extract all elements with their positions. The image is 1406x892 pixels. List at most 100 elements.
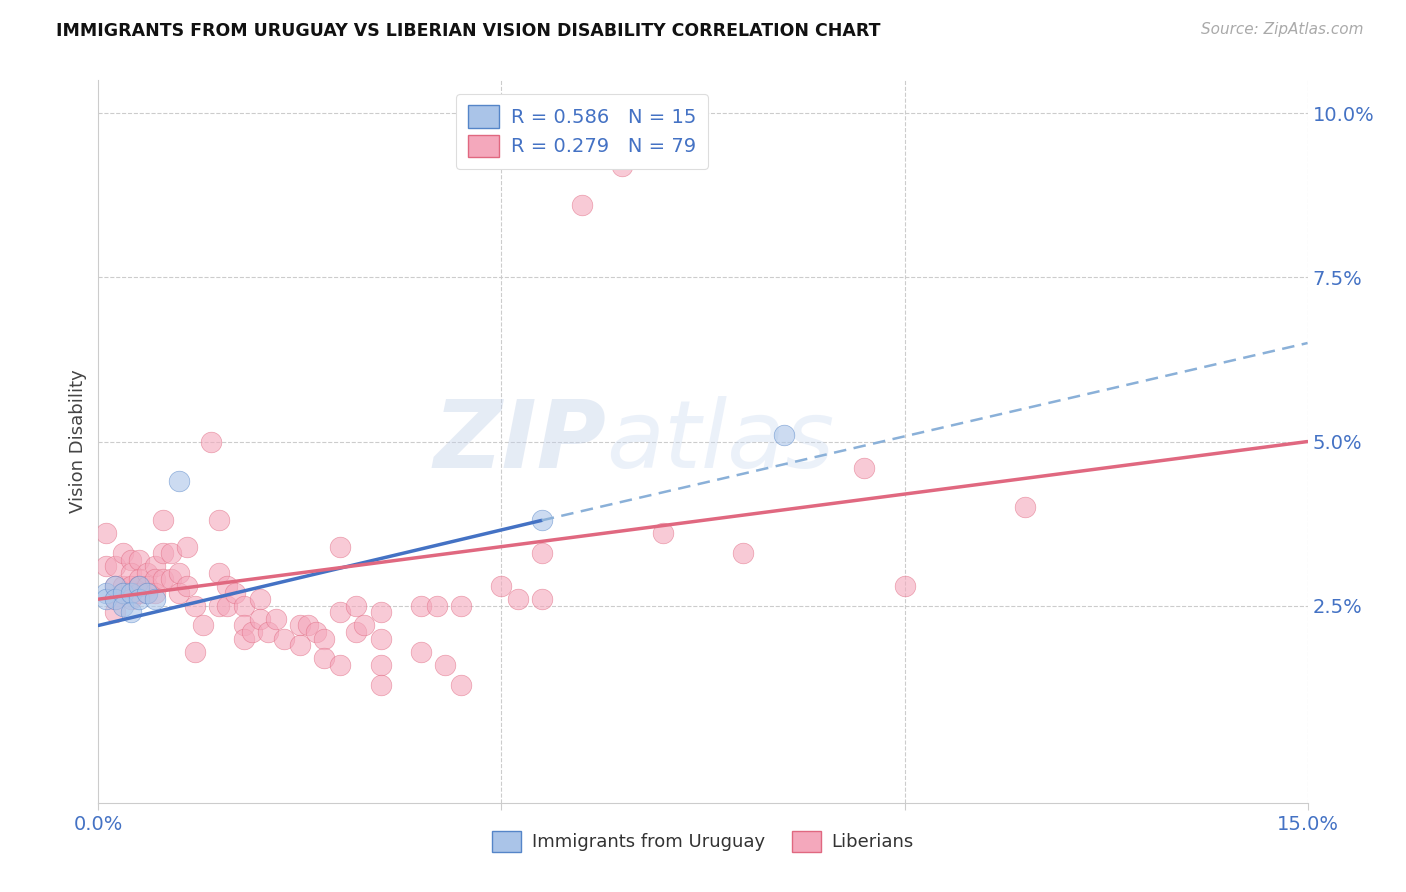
Point: [128, 592, 150, 607]
Point: [224, 585, 246, 599]
Point: [160, 573, 183, 587]
Point: [772, 428, 794, 442]
Point: [103, 579, 125, 593]
Legend: Immigrants from Uruguay, Liberians: Immigrants from Uruguay, Liberians: [485, 823, 921, 859]
Point: [450, 677, 472, 691]
Point: [135, 566, 157, 580]
Point: [128, 573, 150, 587]
Point: [160, 546, 183, 560]
Point: [530, 592, 553, 607]
Point: [249, 592, 271, 607]
Point: [217, 599, 239, 613]
Point: [409, 645, 432, 659]
Point: [297, 618, 319, 632]
Point: [200, 434, 222, 449]
Point: [111, 585, 134, 599]
Point: [506, 592, 529, 607]
Point: [167, 585, 190, 599]
Point: [143, 559, 166, 574]
Point: [305, 625, 328, 640]
Point: [288, 638, 311, 652]
Point: [167, 474, 190, 488]
Point: [530, 513, 553, 527]
Point: [344, 625, 367, 640]
Point: [120, 585, 142, 599]
Point: [103, 592, 125, 607]
Text: atlas: atlas: [606, 396, 835, 487]
Point: [370, 657, 392, 672]
Point: [240, 625, 263, 640]
Point: [273, 632, 295, 646]
Point: [143, 592, 166, 607]
Point: [329, 657, 352, 672]
Point: [152, 573, 174, 587]
Point: [193, 618, 215, 632]
Point: [120, 553, 142, 567]
Point: [264, 612, 287, 626]
Point: [135, 579, 157, 593]
Point: [893, 579, 915, 593]
Point: [111, 585, 134, 599]
Point: [128, 579, 150, 593]
Point: [135, 585, 157, 599]
Point: [103, 559, 125, 574]
Point: [1014, 500, 1036, 515]
Point: [96, 592, 118, 607]
Point: [409, 599, 432, 613]
Text: ZIP: ZIP: [433, 395, 606, 488]
Point: [120, 592, 142, 607]
Point: [370, 677, 392, 691]
Text: Source: ZipAtlas.com: Source: ZipAtlas.com: [1201, 22, 1364, 37]
Point: [111, 546, 134, 560]
Point: [167, 566, 190, 580]
Point: [184, 645, 207, 659]
Point: [208, 599, 231, 613]
Point: [176, 540, 198, 554]
Point: [96, 585, 118, 599]
Point: [103, 605, 125, 619]
Point: [370, 605, 392, 619]
Point: [370, 632, 392, 646]
Point: [96, 526, 118, 541]
Point: [853, 460, 876, 475]
Point: [353, 618, 375, 632]
Point: [111, 599, 134, 613]
Point: [120, 566, 142, 580]
Point: [344, 599, 367, 613]
Point: [314, 632, 336, 646]
Point: [152, 513, 174, 527]
Y-axis label: Vision Disability: Vision Disability: [69, 369, 87, 514]
Point: [128, 585, 150, 599]
Point: [530, 546, 553, 560]
Point: [329, 540, 352, 554]
Point: [232, 618, 254, 632]
Point: [176, 579, 198, 593]
Point: [103, 579, 125, 593]
Point: [103, 592, 125, 607]
Point: [733, 546, 755, 560]
Point: [111, 579, 134, 593]
Point: [314, 651, 336, 665]
Point: [120, 579, 142, 593]
Point: [96, 559, 118, 574]
Point: [288, 618, 311, 632]
Point: [612, 159, 634, 173]
Point: [329, 605, 352, 619]
Point: [217, 579, 239, 593]
Point: [256, 625, 278, 640]
Point: [249, 612, 271, 626]
Point: [232, 599, 254, 613]
Point: [491, 579, 513, 593]
Point: [651, 526, 673, 541]
Point: [232, 632, 254, 646]
Point: [128, 553, 150, 567]
Point: [128, 579, 150, 593]
Point: [208, 513, 231, 527]
Point: [434, 657, 457, 672]
Point: [184, 599, 207, 613]
Point: [120, 605, 142, 619]
Point: [143, 573, 166, 587]
Point: [450, 599, 472, 613]
Point: [571, 198, 593, 212]
Point: [208, 566, 231, 580]
